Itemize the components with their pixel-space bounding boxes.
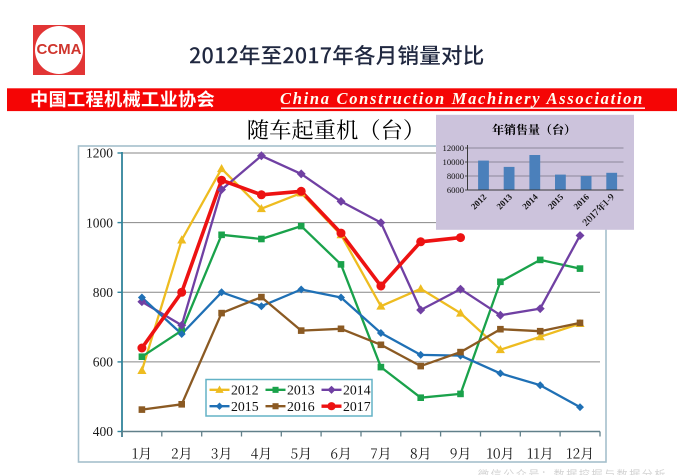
- svg-text:2014: 2014: [343, 383, 371, 398]
- svg-text:12000: 12000: [443, 143, 464, 153]
- svg-text:400: 400: [93, 424, 114, 439]
- svg-text:2017: 2017: [343, 399, 371, 414]
- svg-text:2015: 2015: [231, 399, 259, 414]
- svg-text:2013: 2013: [287, 383, 315, 398]
- svg-text:6000: 6000: [447, 185, 464, 195]
- svg-text:10000: 10000: [443, 157, 464, 167]
- svg-text:800: 800: [93, 285, 114, 300]
- svg-text:2012: 2012: [231, 383, 259, 398]
- svg-text:1000: 1000: [86, 215, 113, 230]
- svg-text:1200: 1200: [86, 146, 113, 161]
- svg-text:8000: 8000: [447, 171, 464, 181]
- svg-text:2016: 2016: [287, 399, 315, 414]
- svg-text:600: 600: [93, 355, 114, 370]
